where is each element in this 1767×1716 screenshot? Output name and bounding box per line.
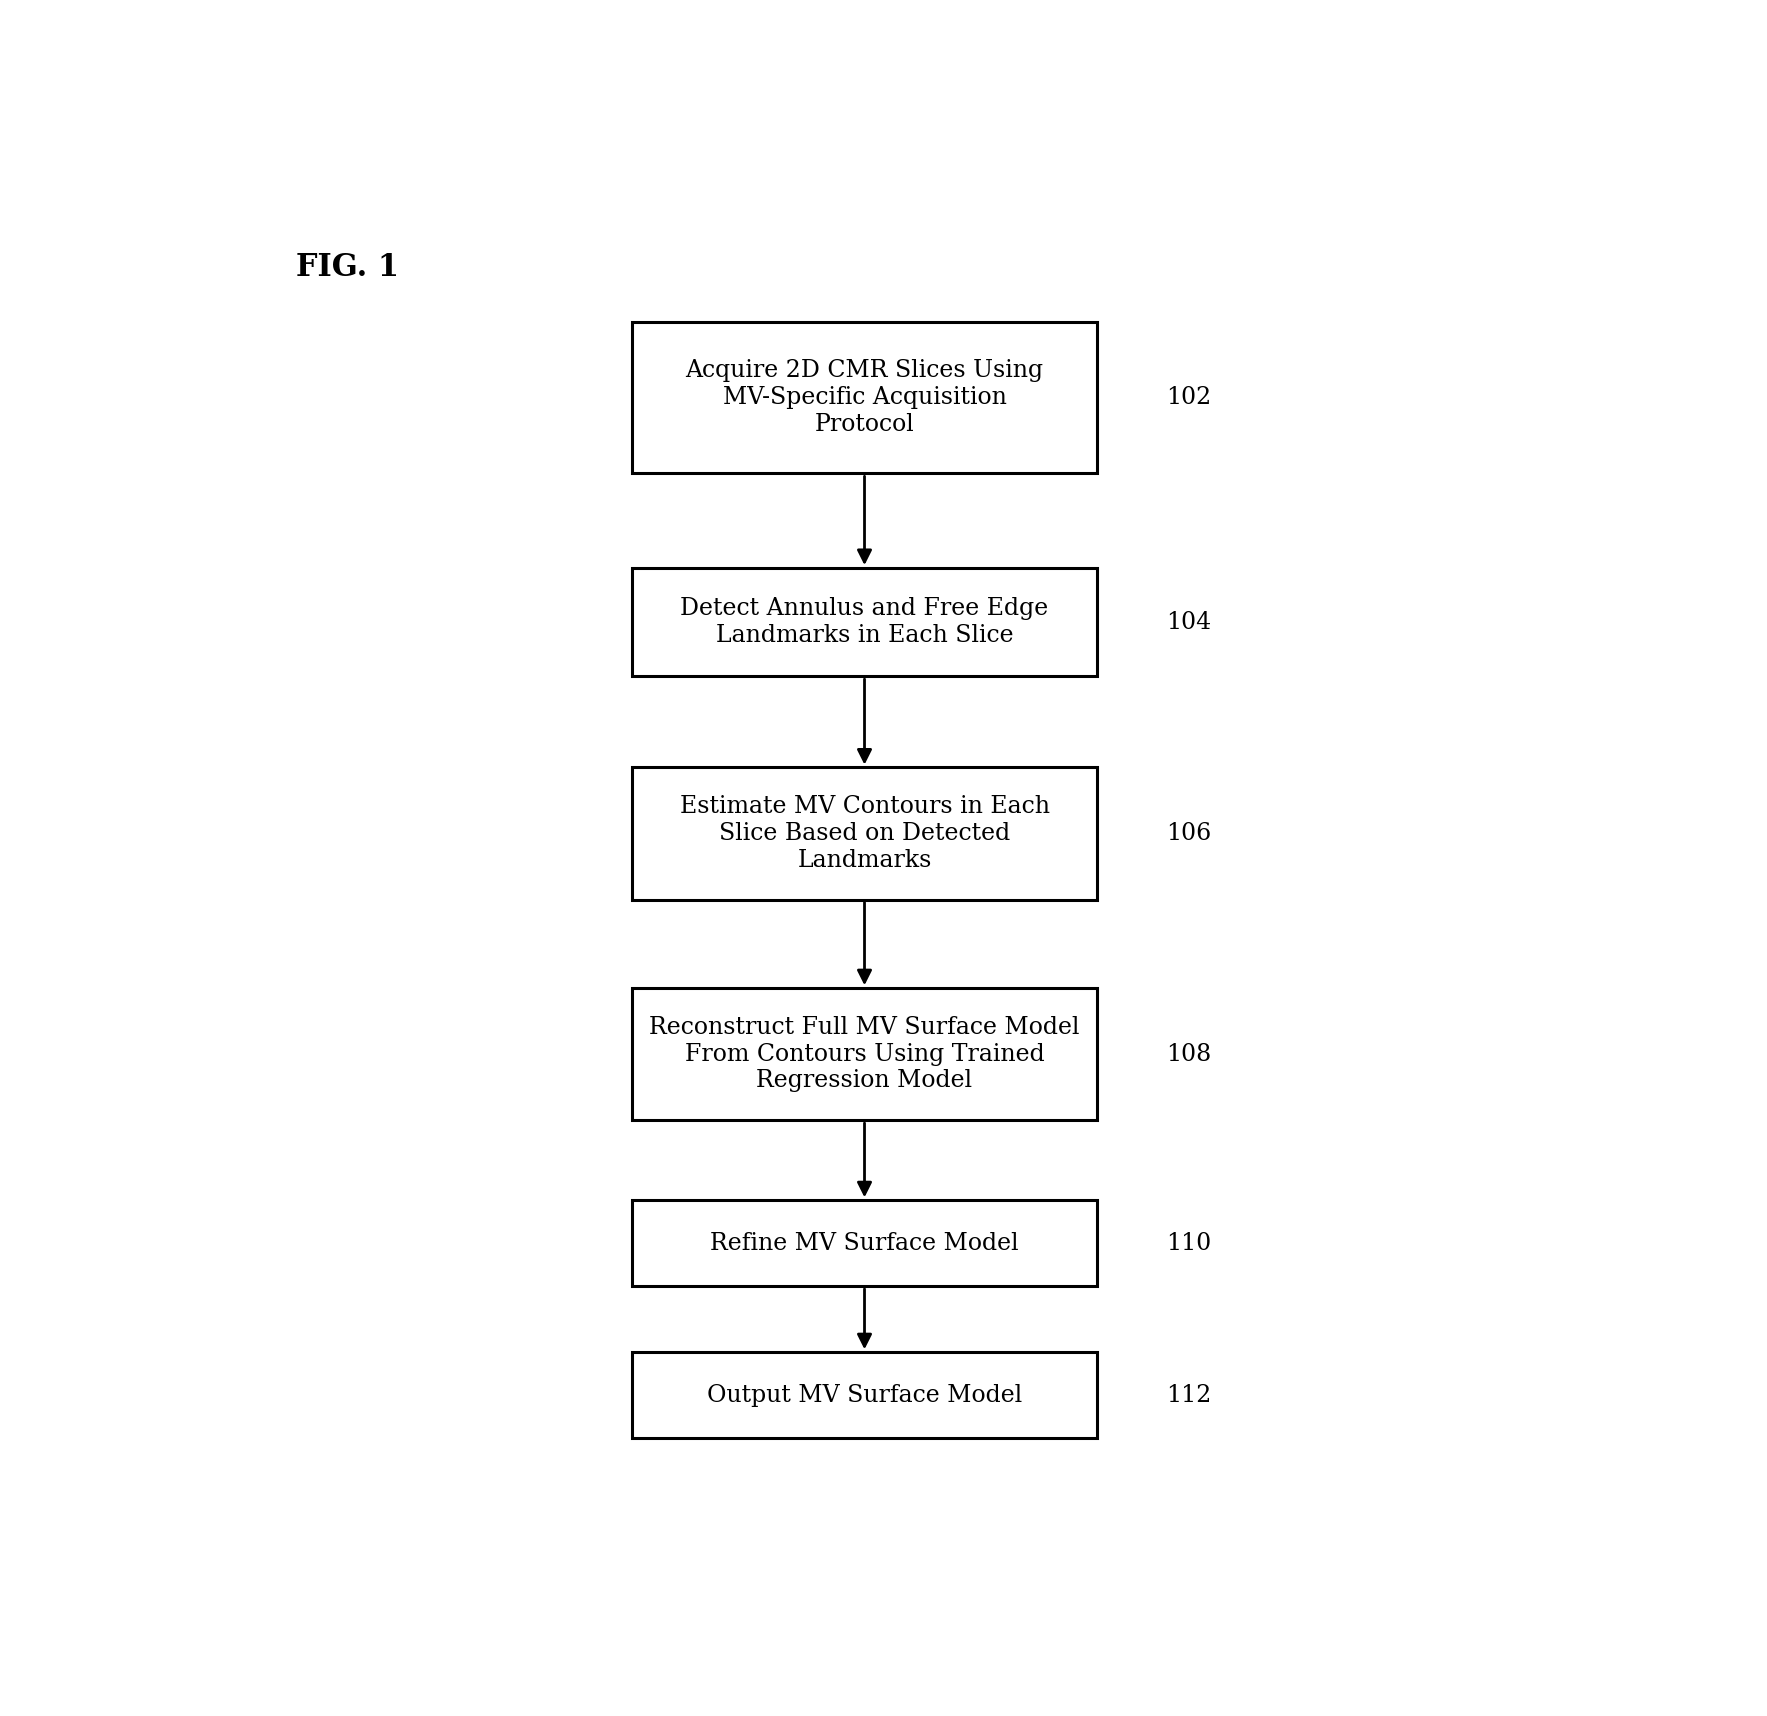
Bar [631, 1199, 1097, 1285]
Text: FIG. 1: FIG. 1 [297, 252, 399, 283]
Text: Estimate MV Contours in Each
Slice Based on Detected
Landmarks: Estimate MV Contours in Each Slice Based… [680, 796, 1050, 872]
Text: 108: 108 [1166, 1043, 1210, 1066]
Text: 104: 104 [1166, 611, 1210, 633]
Bar [631, 988, 1097, 1121]
Text: 102: 102 [1166, 386, 1210, 408]
Text: 110: 110 [1166, 1232, 1210, 1254]
Text: Output MV Surface Model: Output MV Surface Model [707, 1383, 1021, 1407]
Text: Acquire 2D CMR Slices Using
MV-Specific Acquisition
Protocol: Acquire 2D CMR Slices Using MV-Specific … [686, 359, 1044, 436]
Bar [631, 321, 1097, 474]
Text: Detect Annulus and Free Edge
Landmarks in Each Slice: Detect Annulus and Free Edge Landmarks i… [680, 597, 1048, 647]
Text: 106: 106 [1166, 822, 1210, 844]
Text: Refine MV Surface Model: Refine MV Surface Model [710, 1232, 1020, 1254]
Text: 112: 112 [1166, 1383, 1210, 1407]
Text: Reconstruct Full MV Surface Model
From Contours Using Trained
Regression Model: Reconstruct Full MV Surface Model From C… [648, 1016, 1080, 1093]
Bar [631, 1352, 1097, 1438]
Bar [631, 767, 1097, 899]
Bar [631, 568, 1097, 676]
